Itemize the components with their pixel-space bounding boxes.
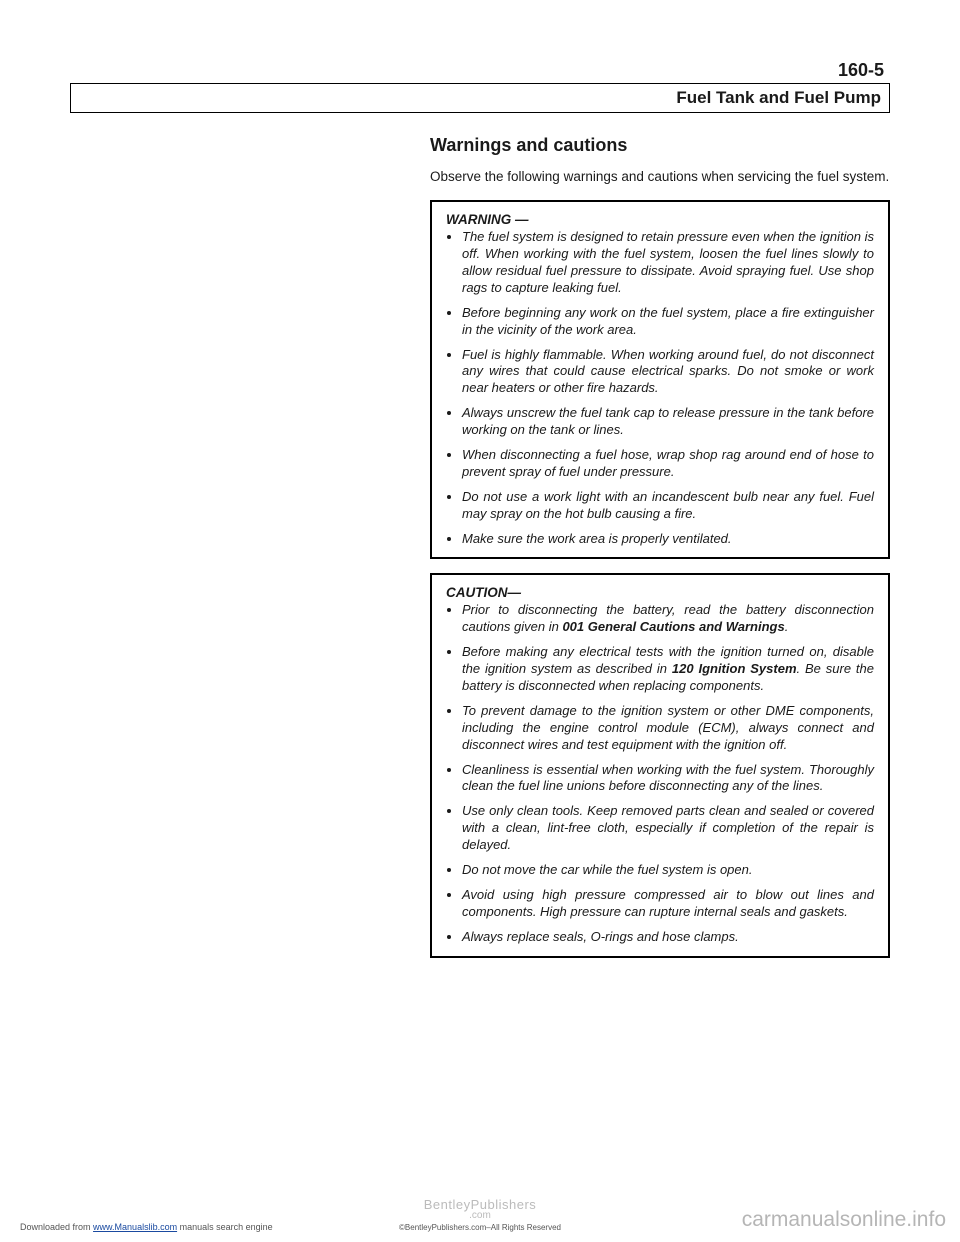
list-item: When disconnecting a fuel hose, wrap sho… [462, 447, 874, 481]
caution-list: Prior to disconnecting the battery, read… [446, 602, 874, 945]
list-item: The fuel system is designed to retain pr… [462, 229, 874, 297]
list-item: To prevent damage to the ignition system… [462, 703, 874, 754]
section-title-bar: Fuel Tank and Fuel Pump [70, 83, 890, 113]
manualslib-link[interactable]: www.Manualslib.com [93, 1222, 177, 1232]
list-item: Use only clean tools. Keep removed parts… [462, 803, 874, 854]
caution-box: CAUTION— Prior to disconnecting the batt… [430, 573, 890, 957]
warning-title: WARNING — [446, 212, 874, 227]
intro-text: Observe the following warnings and cauti… [430, 168, 890, 186]
list-item: Cleanliness is essential when working wi… [462, 762, 874, 796]
watermark-text: carmanualsonline.info [742, 1208, 946, 1232]
heading-warnings-cautions: Warnings and cautions [430, 135, 890, 156]
list-item: Always unscrew the fuel tank cap to rele… [462, 405, 874, 439]
warning-list: The fuel system is designed to retain pr… [446, 229, 874, 547]
content-column: Warnings and cautions Observe the follow… [430, 135, 890, 958]
page-container: 160-5 Fuel Tank and Fuel Pump Warnings a… [0, 0, 960, 1242]
list-item: Do not move the car while the fuel syste… [462, 862, 874, 879]
footer-download-source: Downloaded from www.Manualslib.com manua… [20, 1222, 273, 1232]
list-item: Do not use a work light with an incandes… [462, 489, 874, 523]
list-item: Make sure the work area is properly vent… [462, 531, 874, 548]
list-item: Before making any electrical tests with … [462, 644, 874, 695]
list-item: Prior to disconnecting the battery, read… [462, 602, 874, 636]
warning-box: WARNING — The fuel system is designed to… [430, 200, 890, 559]
list-item: Fuel is highly flammable. When working a… [462, 347, 874, 398]
list-item: Always replace seals, O-rings and hose c… [462, 929, 874, 946]
caution-title: CAUTION— [446, 585, 874, 600]
page-number: 160-5 [70, 60, 890, 81]
list-item: Before beginning any work on the fuel sy… [462, 305, 874, 339]
list-item: Avoid using high pressure compressed air… [462, 887, 874, 921]
